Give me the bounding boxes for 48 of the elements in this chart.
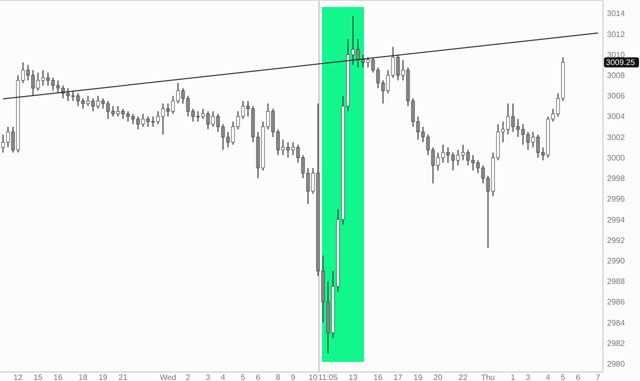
- x-tick-label: 19: [414, 373, 423, 381]
- y-tick-label: 2990: [607, 256, 626, 266]
- x-tick-label: 2: [186, 373, 191, 381]
- x-tick-label: 4: [220, 373, 226, 381]
- x-tick-label: 18: [78, 373, 88, 381]
- x-tick-label: 1: [510, 373, 516, 381]
- y-tick-label: 3006: [607, 92, 626, 101]
- y-tick-label: 2982: [607, 338, 626, 348]
- x-tick-label: 4: [546, 373, 551, 381]
- y-tick-label: 3010: [607, 50, 626, 60]
- x-tick-label: 11:05: [318, 373, 338, 381]
- x-tick-label: 8: [276, 373, 281, 381]
- x-tick-label: 17: [394, 373, 403, 381]
- x-tick-label: 12: [14, 373, 23, 381]
- x-tick-label: 16: [54, 373, 63, 381]
- x-tick-label: 9: [290, 373, 296, 381]
- y-tick-label: 2994: [607, 215, 626, 224]
- y-tick-label: 2986: [607, 298, 626, 307]
- y-tick-label: 3012: [607, 30, 626, 39]
- y-tick-label: 2988: [607, 277, 626, 286]
- x-tick-label: 21: [118, 373, 128, 381]
- y-tick-label: 2980: [607, 360, 626, 369]
- x-tick-label: 3: [206, 373, 211, 381]
- y-tick-label: 2992: [607, 236, 626, 245]
- x-tick-label: 10: [308, 373, 318, 381]
- y-tick-label: 2998: [607, 174, 626, 184]
- x-tick-label: Thu: [481, 373, 495, 381]
- x-tick-label: 16: [374, 373, 383, 381]
- y-tick-label: 2996: [607, 194, 626, 204]
- x-tick-label: 15: [34, 373, 43, 381]
- y-tick-label: 3008: [607, 71, 626, 80]
- x-tick-label: 3: [526, 373, 531, 381]
- x-tick-label: 5: [560, 373, 566, 381]
- x-tick-label: 19: [98, 373, 108, 381]
- x-tick-label: 13: [348, 373, 358, 381]
- x-tick-label: 6: [576, 373, 581, 381]
- x-tick-label: 22: [458, 373, 468, 381]
- y-tick-label: 3014: [607, 9, 626, 18]
- x-tick-label: 5: [240, 373, 246, 381]
- x-tick-label: 6: [256, 373, 261, 381]
- x-tick-label: Wed: [160, 373, 176, 381]
- text: 3009.25: [606, 58, 636, 68]
- y-tick-label: 3002: [607, 132, 626, 142]
- y-tick-label: 3000: [607, 153, 626, 162]
- x-tick-label: 7: [596, 373, 601, 381]
- x-tick-label: 20: [434, 373, 443, 381]
- y-tick-label: 3004: [607, 112, 626, 122]
- y-tick-label: 2984: [607, 318, 626, 328]
